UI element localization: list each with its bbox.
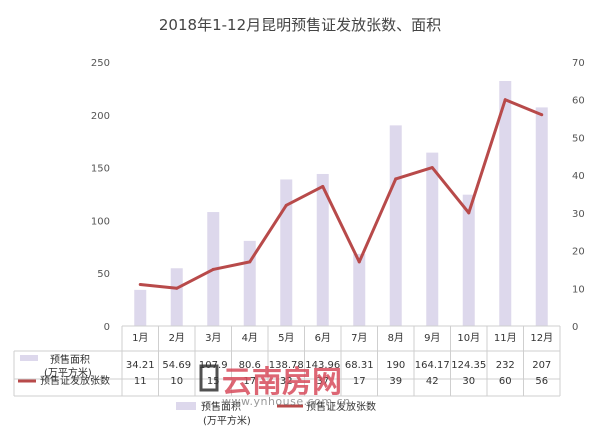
table-line-value: 39 [389, 376, 402, 387]
line-point [503, 98, 507, 102]
right-tick-label: 30 [572, 209, 585, 220]
line-point [467, 211, 471, 215]
table-line-value: 17 [243, 376, 256, 387]
line-point [321, 184, 325, 188]
category-label: 10月 [457, 332, 480, 344]
table-line-value: 60 [499, 376, 512, 387]
table-line-value: 10 [170, 376, 183, 387]
line-point [540, 113, 544, 117]
table-bar-value: 54.69 [162, 360, 191, 371]
bar [426, 152, 439, 326]
left-tick-label: 150 [91, 164, 110, 175]
watermark-url: www.ynhouse.com.cn [222, 395, 351, 408]
table-bar-value: 143.96 [305, 360, 340, 371]
line-point [175, 286, 179, 290]
series-line [140, 98, 543, 290]
bar [389, 125, 402, 326]
line-series [138, 98, 544, 290]
bar [134, 289, 147, 326]
line-point [248, 260, 252, 264]
category-label: 7月 [351, 332, 367, 344]
bar [353, 253, 366, 326]
line-point [430, 166, 434, 170]
category-label: 1月 [132, 332, 148, 344]
legend-bar-unit: (万平方米) [203, 414, 251, 427]
table-bar-value: 164.17 [415, 360, 450, 371]
left-tick-label: 50 [97, 269, 110, 280]
chart-title: 2018年1-12月昆明预售证发放张数、面积 [159, 16, 441, 34]
watermark-logo-icon [199, 364, 219, 392]
bar [462, 194, 475, 326]
line-point [211, 267, 215, 271]
table-bar-swatch [20, 355, 38, 361]
bar [535, 107, 548, 327]
table-bar-value: 207 [532, 360, 551, 371]
watermark-cn: 云南房网 [222, 365, 342, 400]
category-label: 6月 [315, 332, 331, 344]
table-line-value: 42 [426, 376, 439, 387]
line-point [138, 283, 142, 287]
bar-series [134, 81, 548, 327]
right-tick-label: 20 [572, 247, 585, 258]
line-point [284, 203, 288, 207]
table-bar-value: 34.21 [126, 360, 155, 371]
table-bar-value: 190 [386, 360, 405, 371]
table-line-value: 37 [316, 376, 329, 387]
category-label: 3月 [205, 332, 221, 344]
table-bar-value: 124.35 [451, 360, 486, 371]
left-axis: 0 50 100 150 200 250 [91, 58, 110, 333]
table-bar-value: 80.6 [239, 360, 261, 371]
table-line-value: 30 [462, 376, 475, 387]
table-bar-series-unit: (万平方米) [44, 366, 92, 379]
right-tick-label: 70 [572, 58, 585, 69]
right-tick-label: 10 [572, 284, 585, 295]
category-label: 8月 [388, 332, 404, 344]
bar [316, 173, 329, 326]
right-tick-label: 60 [572, 96, 585, 107]
right-tick-label: 40 [572, 171, 585, 182]
category-label: 12月 [530, 332, 553, 344]
category-label: 9月 [424, 332, 440, 344]
left-tick-label: 100 [91, 216, 110, 227]
left-tick-label: 0 [104, 322, 110, 333]
category-label: 11月 [494, 332, 517, 344]
table-line-value: 56 [535, 376, 548, 387]
line-point [394, 177, 398, 181]
category-label: 2月 [169, 332, 185, 344]
legend-line-label: 预售证发放张数 [306, 400, 376, 413]
legend: 预售面积(万平方米) 预售证发放张数 [176, 400, 376, 427]
line-point [357, 260, 361, 264]
right-tick-label: 50 [572, 133, 585, 144]
table-bar-value: 138.78 [269, 360, 304, 371]
right-tick-label: 0 [572, 322, 578, 333]
watermark: 云南房网 www.ynhouse.com.cn [199, 364, 351, 408]
table-line-value: 15 [207, 376, 220, 387]
table-line-series-label: 预售证发放张数 [40, 374, 110, 387]
bar [499, 81, 512, 327]
table-line-value: 11 [134, 376, 147, 387]
table-bar-value: 232 [496, 360, 515, 371]
table-line-value: 17 [353, 376, 366, 387]
category-label: 5月 [278, 332, 294, 344]
left-tick-label: 200 [91, 111, 110, 122]
right-axis: 0 10 20 30 40 50 60 70 [572, 58, 585, 333]
bar [170, 268, 183, 326]
legend-bar-swatch [176, 402, 196, 410]
bar [280, 179, 293, 326]
category-label: 4月 [242, 332, 258, 344]
legend-bar-label: 预售面积 [201, 400, 241, 413]
table-line-value: 32 [280, 376, 293, 387]
table-bar-value: 68.31 [345, 360, 374, 371]
left-tick-label: 250 [91, 58, 110, 69]
table-bar-series-label: 预售面积 [50, 353, 90, 366]
